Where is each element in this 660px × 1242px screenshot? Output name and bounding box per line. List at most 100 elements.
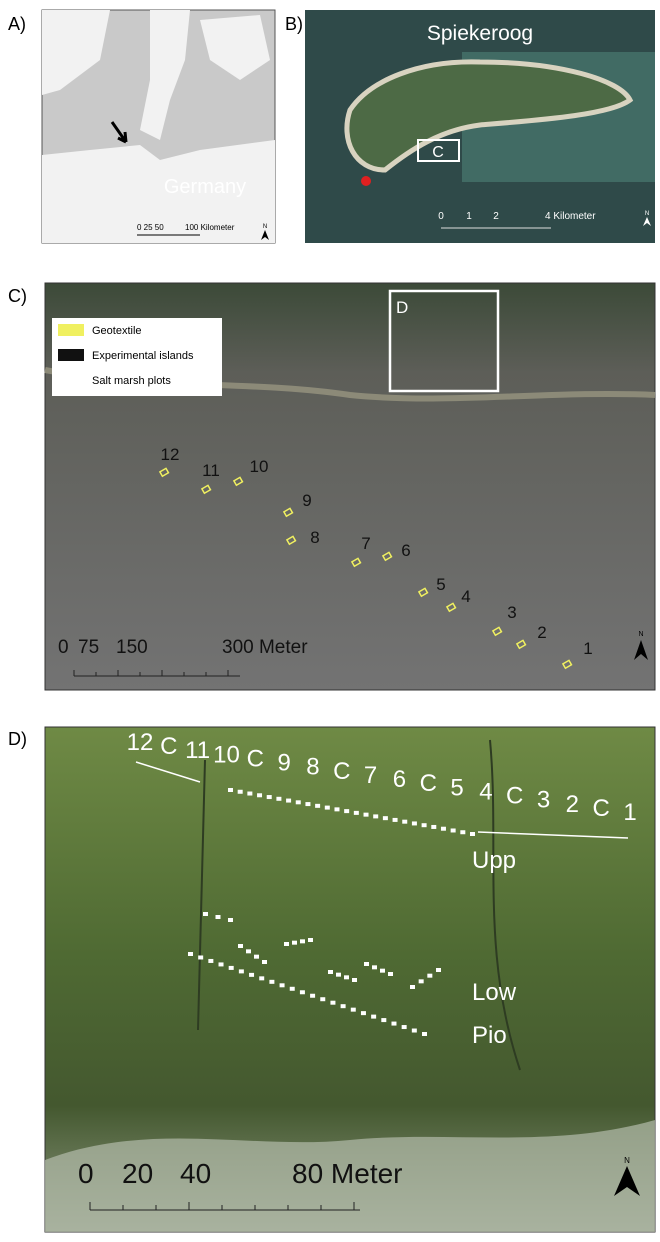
plot-dot [262, 960, 267, 964]
plot-label: C [593, 795, 610, 822]
plot-label: C [160, 733, 177, 760]
plot-dot [373, 814, 378, 818]
plot-label: 10 [213, 741, 240, 768]
plot-label: 11 [185, 737, 210, 764]
plot-label: 6 [393, 766, 406, 793]
plot-dot [344, 975, 349, 979]
scale-label: 0 25 50 [137, 223, 164, 232]
north-label: N [638, 631, 643, 638]
plot-dot [247, 792, 252, 796]
plot-dot [412, 1029, 417, 1033]
plot-dot [257, 793, 262, 797]
plot-dot [354, 811, 359, 815]
legend-swatch [58, 324, 84, 336]
plot-label: 4 [461, 587, 470, 606]
plot-dot [460, 830, 465, 834]
plot-dot [436, 968, 441, 972]
plot-dot [361, 1011, 366, 1015]
plot-dot [310, 994, 315, 998]
plot-label: 12 [161, 445, 180, 464]
plot-label: 12 [127, 729, 154, 756]
plot-dot [470, 832, 475, 836]
plot-dot [351, 1008, 356, 1012]
plot-dot [198, 955, 203, 959]
zone-label: Pio [472, 1022, 507, 1049]
scale-label: 150 [116, 637, 148, 658]
panel-label: B) [285, 14, 303, 34]
plot-dot [239, 969, 244, 973]
plot-dot [290, 987, 295, 991]
scale-label: 75 [78, 637, 99, 658]
plot-label: 11 [202, 461, 220, 480]
plot-label: 5 [436, 575, 445, 594]
zone-label: Low [472, 979, 517, 1006]
plot-dot [364, 813, 369, 817]
plot-dot [391, 1022, 396, 1026]
north-label: N [645, 211, 649, 217]
panel-label: D) [8, 729, 27, 749]
plot-label: 1 [623, 799, 636, 826]
plot-dot [383, 816, 388, 820]
plot-dot [451, 828, 456, 832]
north-label: N [263, 224, 267, 230]
scale-label: 40 [180, 1158, 211, 1189]
plot-label: 4 [479, 778, 492, 805]
panel-label: C) [8, 286, 27, 306]
plot-dot [422, 1032, 427, 1036]
scale-label: 0 [78, 1158, 94, 1189]
scale-label: 0 [58, 637, 69, 658]
plot-dot [441, 827, 446, 831]
location-dot [361, 176, 371, 186]
inset-label: D [396, 298, 408, 317]
panel-label: A) [8, 14, 26, 34]
plot-label: 1 [583, 639, 592, 658]
plot-dot [228, 918, 233, 922]
plot-dot [334, 807, 339, 811]
legend-swatch [58, 349, 84, 361]
plot-label: 7 [361, 534, 370, 553]
scale-label: 0 [438, 211, 444, 222]
plot-label: 2 [537, 623, 546, 642]
plot-dot [344, 809, 349, 813]
plot-dot [380, 969, 385, 973]
plot-dot [216, 915, 221, 919]
plot-dot [330, 1001, 335, 1005]
scale-label: 4 Kilometer [545, 211, 596, 222]
plot-dot [284, 942, 289, 946]
plot-dot [336, 973, 341, 977]
scale-label: 2 [493, 211, 499, 222]
plot-dot [276, 797, 281, 801]
plot-dot [292, 941, 297, 945]
scale-label: 100 Kilometer [185, 223, 235, 232]
plot-dot [267, 795, 272, 799]
scale-label: 300 Meter [222, 637, 308, 658]
plot-dot [328, 970, 333, 974]
plot-dot [364, 962, 369, 966]
plot-dot [410, 985, 415, 989]
plot-dot [325, 806, 330, 810]
plot-dot [320, 997, 325, 1001]
plot-dot [308, 938, 313, 942]
plot-dot [249, 973, 254, 977]
plot-dot [431, 825, 436, 829]
plot-dot [269, 980, 274, 984]
plot-dot [388, 972, 393, 976]
plot-dot [296, 800, 301, 804]
island-name: Spiekeroog [427, 22, 533, 45]
plot-dot [372, 965, 377, 969]
plot-dot [188, 952, 193, 956]
plot-dot [412, 821, 417, 825]
plot-label: 3 [537, 787, 550, 814]
plot-dot [371, 1015, 376, 1019]
plot-label: 9 [277, 750, 290, 777]
plot-dot [393, 818, 398, 822]
plot-label: 9 [302, 491, 311, 510]
plot-dot [422, 823, 427, 827]
scale-label: 80 Meter [292, 1158, 403, 1189]
plot-label: 6 [401, 541, 410, 560]
plot-dot [208, 959, 213, 963]
plot-dot [427, 974, 432, 978]
plot-dot [419, 979, 424, 983]
plot-dot [228, 788, 233, 792]
plot-dot [246, 949, 251, 953]
